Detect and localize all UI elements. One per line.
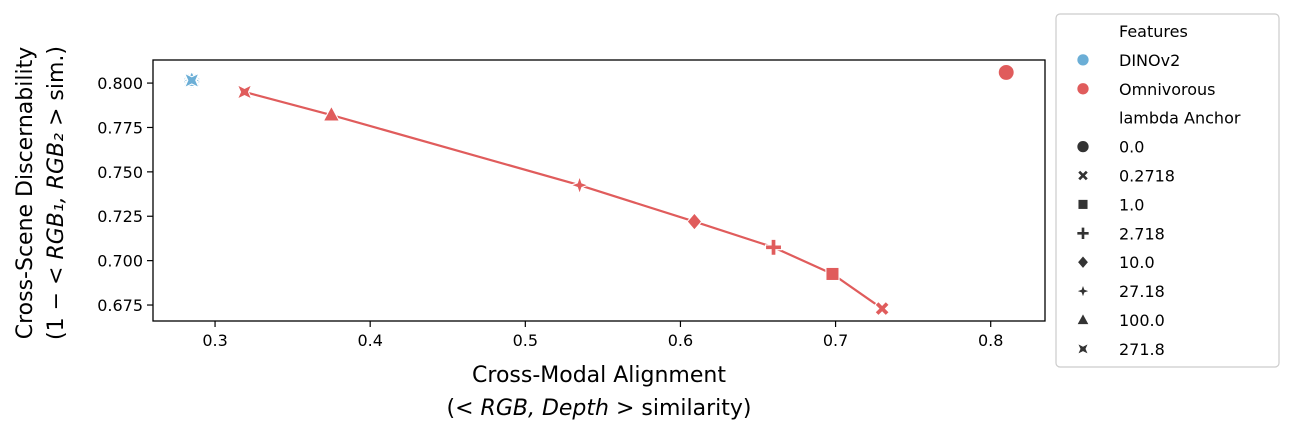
omnivorous-point-anchor-0_2718 <box>874 300 890 317</box>
legend-anchor-label: 10.0 <box>1119 253 1155 272</box>
y-tick-label: 0.675 <box>97 296 143 315</box>
x-tick-label: 0.5 <box>513 331 538 350</box>
legend-marker-x <box>1076 169 1090 182</box>
legend-anchor-label: 1.0 <box>1119 195 1144 214</box>
legend-swatch-dinov2 <box>1076 53 1090 67</box>
legend-marker-plus <box>1076 226 1090 241</box>
x-axis-title: Cross-Modal Alignment <box>472 363 726 388</box>
y-tick-label: 0.750 <box>97 163 143 182</box>
omnivorous-point-anchor-100_0 <box>322 105 341 122</box>
legend-anchor-label: 27.18 <box>1119 282 1165 301</box>
omnivorous-point-anchor-1_0 <box>825 266 840 282</box>
legend-anchor-label: 0.2718 <box>1119 167 1175 186</box>
legend-items: Features DINOv2 Omnivorous lambda Anchor 0.0… <box>1074 22 1241 359</box>
legend-features-title: Features <box>1119 22 1188 41</box>
x-axis-subtitle: (< RGB, Depth > similarity) <box>447 396 752 421</box>
legend: Features DINOv2 Omnivorous lambda Anchor 0.0… <box>1055 13 1280 368</box>
omnivorous-series-line <box>244 90 883 310</box>
omnivorous-point-anchor-2_718 <box>764 238 783 256</box>
legend-anchor-label: 0.0 <box>1119 138 1144 157</box>
legend-marker-circle <box>1076 139 1090 154</box>
legend-marker-square <box>1077 198 1089 211</box>
plot-frame <box>152 59 1046 322</box>
axes-layer <box>152 59 1046 322</box>
x-tick-label: 0.8 <box>978 331 1003 350</box>
x-tick-label: 0.7 <box>823 331 848 350</box>
legend-anchor-label: 271.8 <box>1119 340 1165 359</box>
x-tick-label: 0.3 <box>202 331 227 350</box>
y-axis-ticks: 0.675 0.700 0.725 0.750 0.775 0.800 <box>97 74 153 315</box>
legend-swatch-omnivorous <box>1076 82 1090 96</box>
x-tick-label: 0.6 <box>668 331 693 350</box>
legend-frame <box>1055 13 1280 368</box>
omnivorous-point-anchor-27_18 <box>569 174 591 196</box>
y-axis-title: Cross-Scene Discernability <box>13 47 38 340</box>
legend-label-omnivorous: Omnivorous <box>1119 80 1216 99</box>
legend-anchor-label: 2.718 <box>1119 224 1165 243</box>
omnivorous-point-anchor-10_0 <box>686 212 703 231</box>
legend-anchor-label: 100.0 <box>1119 311 1165 330</box>
y-axis-subtitle: (1 − < RGB₁, RGB₂ > sim.) <box>44 46 69 340</box>
markers-layer <box>181 63 1015 317</box>
legend-marker-bowtie <box>1076 342 1090 356</box>
omnivorous-point-anchor-0_0 <box>997 63 1015 81</box>
y-tick-label: 0.800 <box>97 74 143 93</box>
y-tick-label: 0.700 <box>97 252 143 271</box>
legend-marker-star4 <box>1074 282 1092 300</box>
y-tick-label: 0.775 <box>97 118 143 137</box>
omnivorous-point-anchor-271_8 <box>236 83 253 101</box>
legend-marker-diamond <box>1076 254 1090 270</box>
legend-label-dinov2: DINOv2 <box>1119 51 1180 70</box>
y-tick-label: 0.725 <box>97 207 143 226</box>
dinov2-point-anchor-271_8 <box>183 72 201 89</box>
x-axis-ticks: 0.3 0.4 0.5 0.6 0.7 0.8 <box>202 321 1003 350</box>
legend-anchor-title: lambda Anchor <box>1119 109 1241 128</box>
x-tick-label: 0.4 <box>357 331 382 350</box>
legend-marker-triangle <box>1075 312 1091 326</box>
